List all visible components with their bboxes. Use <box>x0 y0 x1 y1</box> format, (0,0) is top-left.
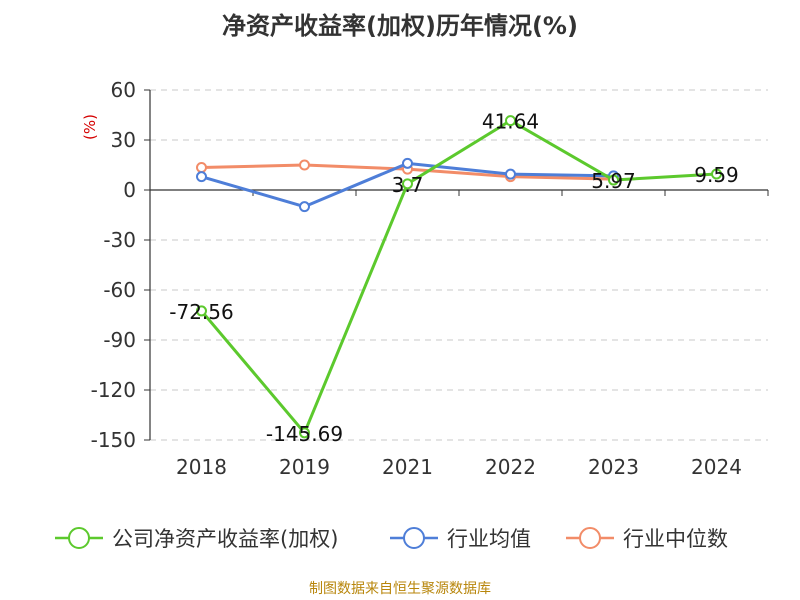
legend-marker <box>403 527 425 549</box>
data-point <box>299 427 310 439</box>
series-lines <box>196 115 722 439</box>
data-label: 5.97 <box>591 169 636 193</box>
chart-title: 净资产收益率(加权)历年情况(%) <box>222 12 578 40</box>
y-axis-label: (%) <box>81 114 99 140</box>
data-labels: -72.56 -145.69 3.7 41.64 5.97 9.59 <box>169 110 739 446</box>
data-label: 9.59 <box>694 163 739 187</box>
data-point <box>299 201 310 213</box>
data-point <box>608 174 619 186</box>
x-tick-label: 2024 <box>691 455 742 479</box>
y-tick-label: 30 <box>111 128 136 152</box>
data-point <box>196 162 207 173</box>
y-tick-label: -120 <box>91 378 136 402</box>
x-tick-label: 2022 <box>485 455 536 479</box>
axes: 60 30 0 -30 -60 -90 -120 -150 2018 2019 2021 2022 20… <box>91 78 769 479</box>
legend-marker <box>579 527 601 549</box>
data-point <box>505 115 516 127</box>
legend-label: 公司净资产收益率(加权) <box>112 527 338 551</box>
x-tick-label: 2019 <box>279 455 330 479</box>
data-point <box>196 305 207 317</box>
series-line <box>200 119 717 435</box>
legend-marker <box>68 527 90 549</box>
data-label: -72.56 <box>169 300 233 324</box>
x-tick-label: 2018 <box>176 455 227 479</box>
data-point <box>402 178 413 190</box>
data-point <box>505 168 516 180</box>
y-tick-label: -60 <box>103 278 136 302</box>
data-point <box>196 171 207 183</box>
data-point <box>711 168 722 180</box>
grid-lines <box>150 89 768 441</box>
data-point <box>299 159 310 171</box>
source-note: 制图数据来自恒生聚源数据库 <box>309 581 491 597</box>
y-tick-label: 0 <box>123 178 136 202</box>
legend: 公司净资产收益率(加权) 行业均值 行业中位数 <box>55 527 728 551</box>
data-label: -145.69 <box>266 422 343 446</box>
legend-label: 行业均值 <box>447 527 531 551</box>
y-tick-label: -30 <box>103 228 136 252</box>
data-point <box>402 157 413 169</box>
y-tick-label: -150 <box>91 428 136 452</box>
data-label: 41.64 <box>482 110 539 134</box>
data-label: 3.7 <box>392 173 424 197</box>
x-tick-label: 2023 <box>588 455 639 479</box>
y-tick-label: 60 <box>111 78 136 102</box>
x-tick-label: 2021 <box>382 455 433 479</box>
legend-label: 行业中位数 <box>623 527 728 551</box>
y-tick-label: -90 <box>103 328 136 352</box>
